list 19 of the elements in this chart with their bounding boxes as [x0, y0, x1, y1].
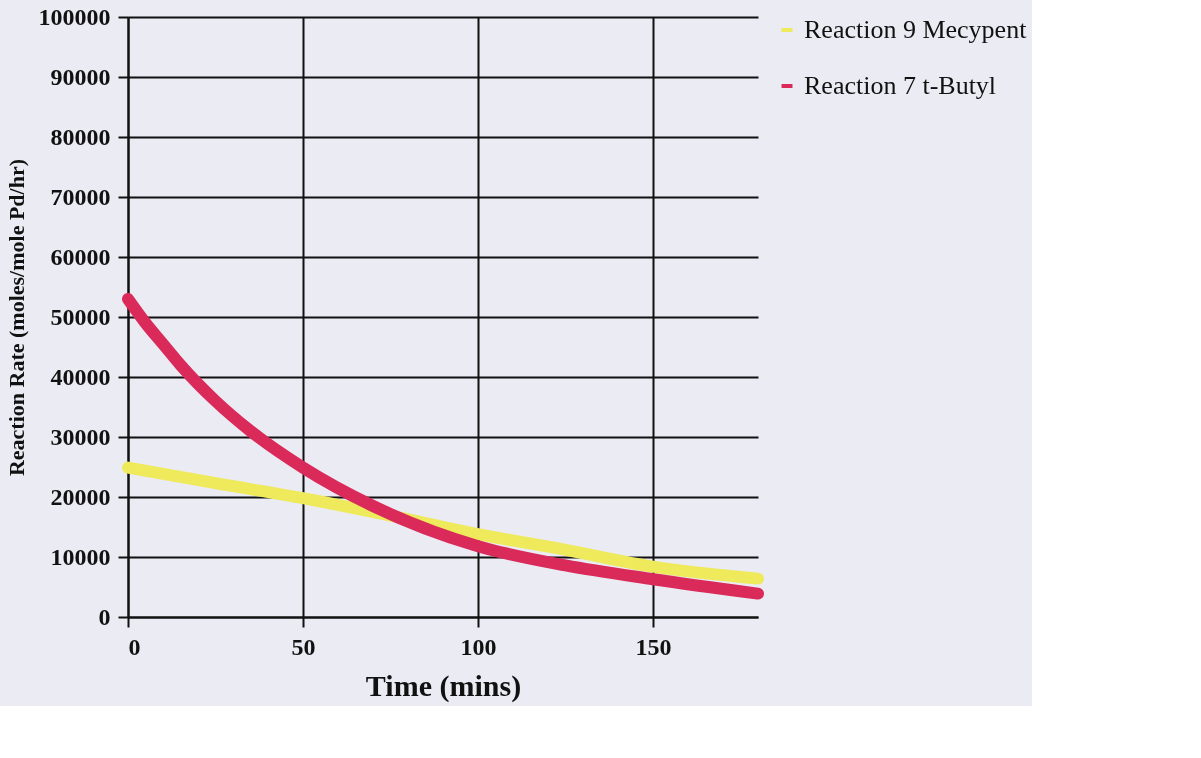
legend-label: Reaction 9 Mecypent: [804, 15, 1028, 44]
y-tick-label: 100000: [38, 3, 111, 30]
x-tick-label: 0: [128, 633, 141, 660]
legend-label: Reaction 7 t-Butyl: [804, 71, 997, 100]
x-tick-label: 100: [460, 633, 497, 660]
y-tick-label: 30000: [50, 423, 111, 450]
y-tick-label: 90000: [50, 63, 111, 90]
y-tick-label: 80000: [50, 123, 111, 150]
y-tick-label: 20000: [50, 483, 111, 510]
x-tick-label: 150: [635, 633, 672, 660]
x-axis-title: Time (mins): [365, 668, 522, 703]
y-tick-label: 70000: [50, 183, 111, 210]
y-tick-label: 40000: [50, 363, 111, 390]
y-tick-label: 0: [98, 603, 111, 630]
y-axis-title: Reaction Rate (moles/mole Pd/hr): [3, 158, 29, 477]
y-tick-label: 50000: [50, 303, 111, 330]
y-tick-label: 10000: [50, 543, 111, 570]
y-tick-label: 60000: [50, 243, 111, 270]
x-tick-label: 50: [291, 633, 316, 660]
